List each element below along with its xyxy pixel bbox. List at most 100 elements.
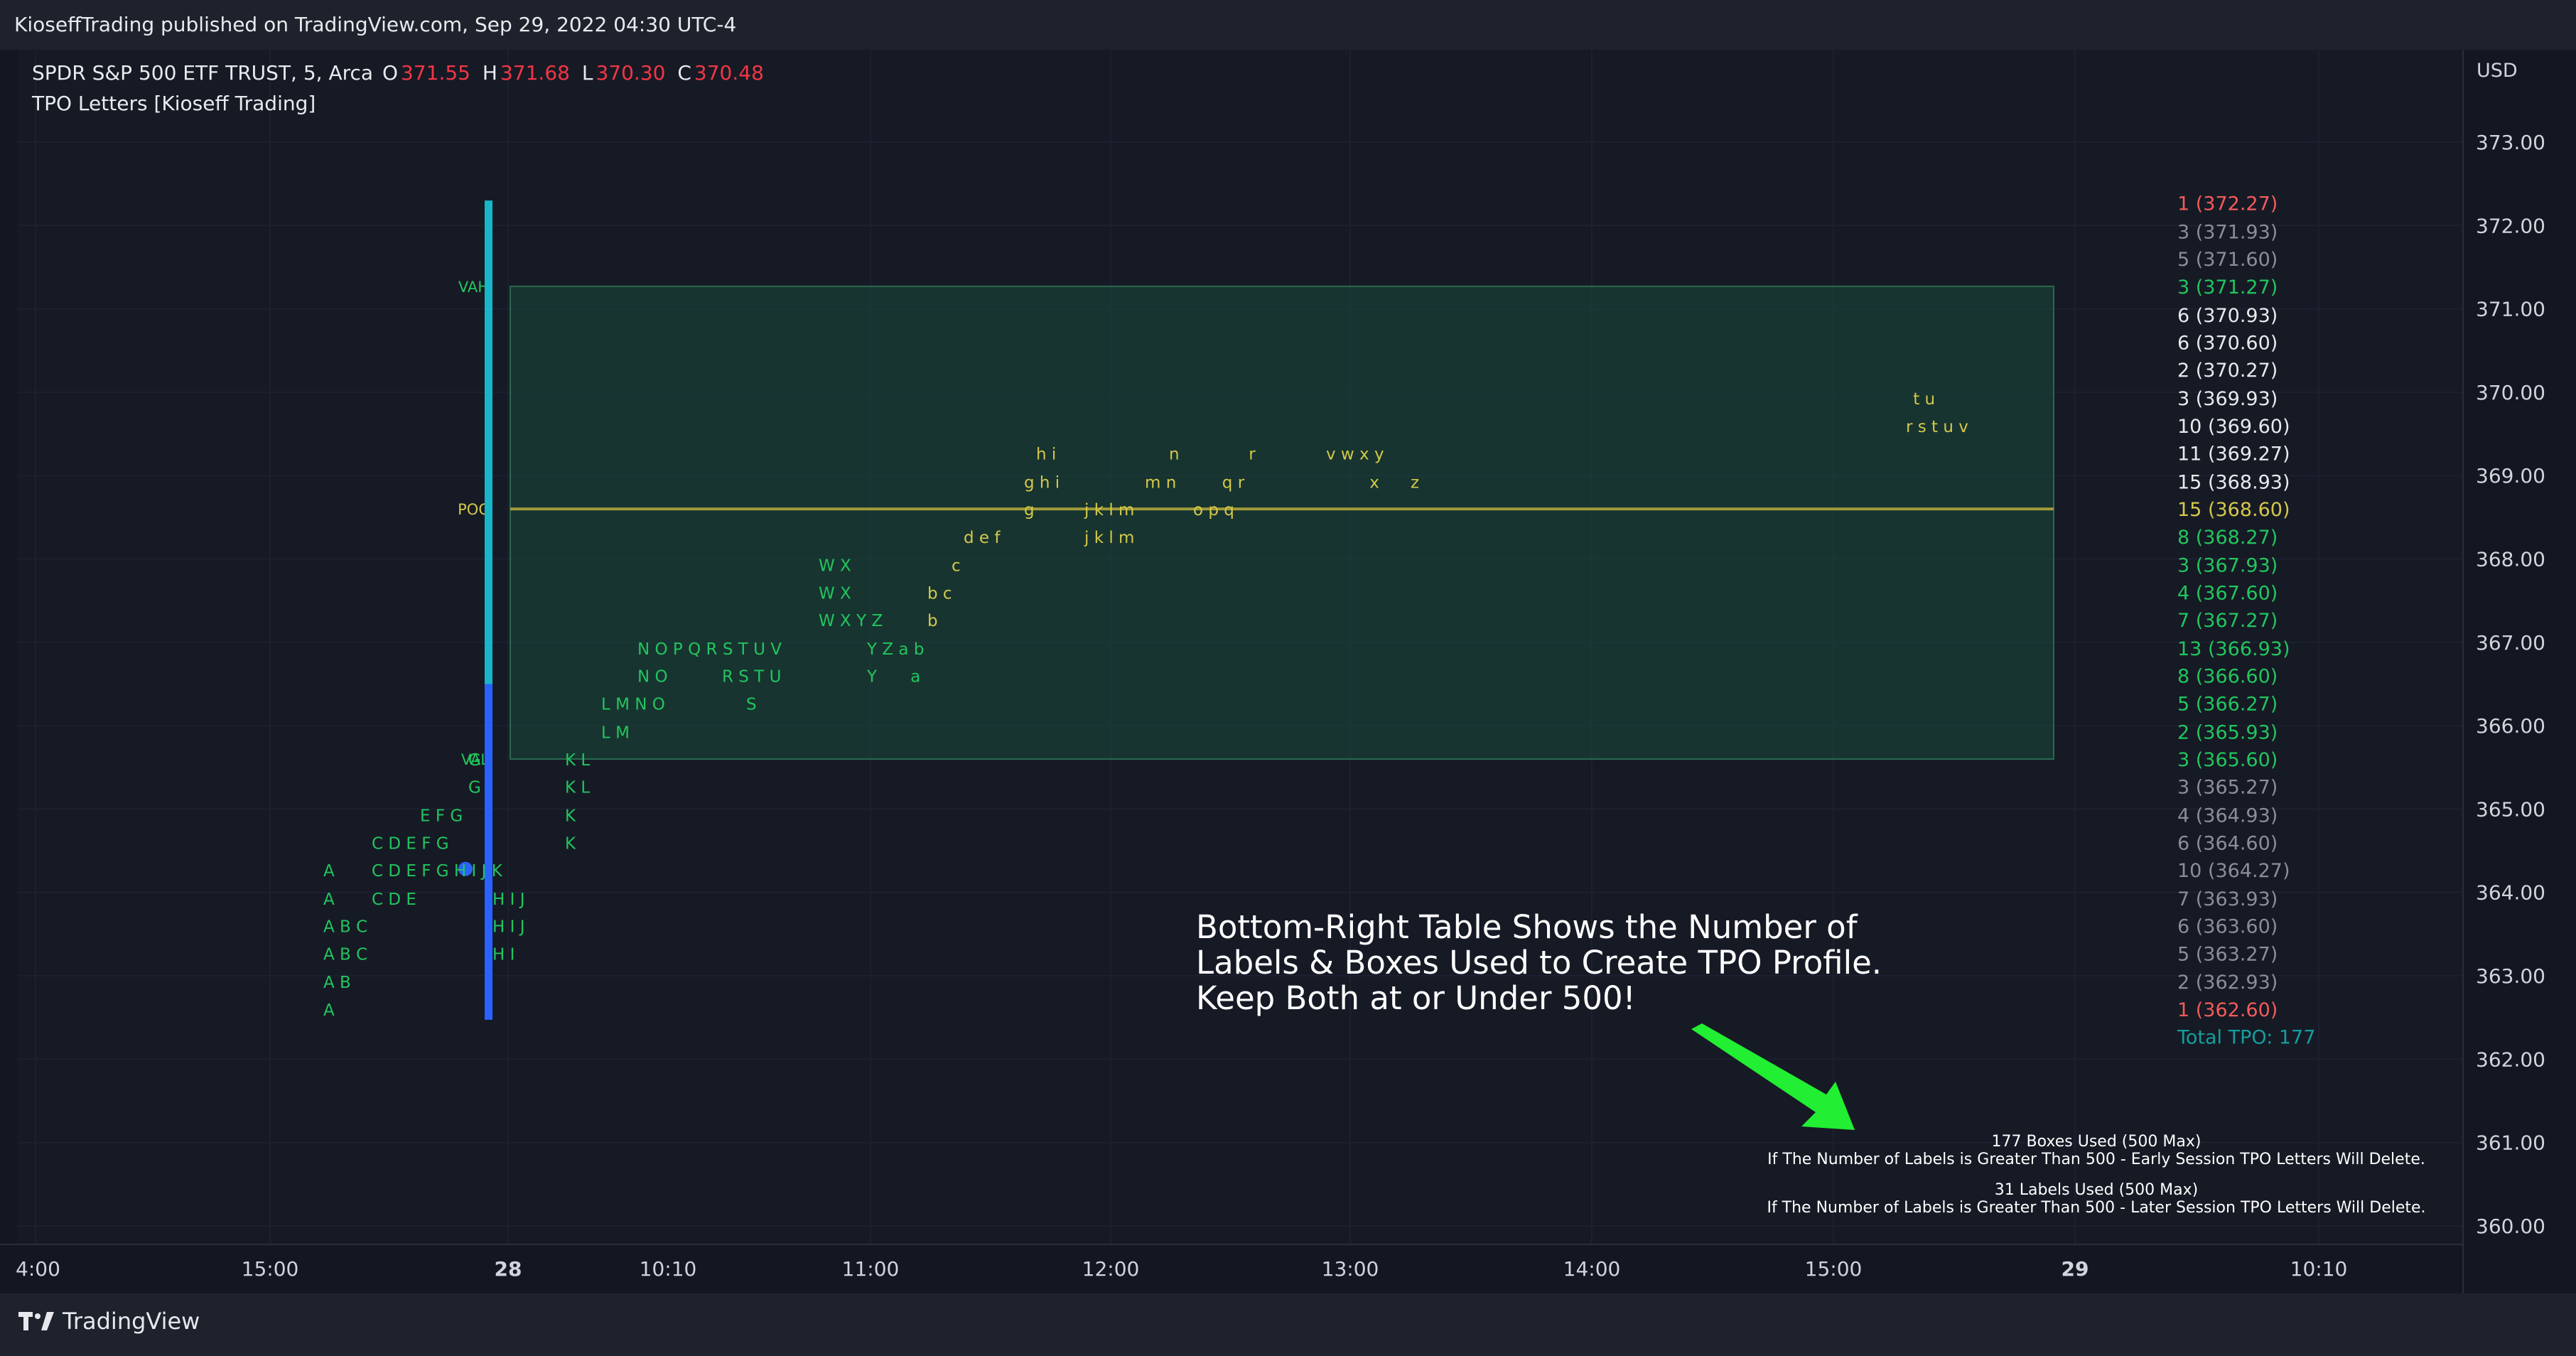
time-tick-label: 10:10 (2290, 1257, 2348, 1281)
tpo-letters: K (565, 807, 576, 826)
annotation-callout: Bottom-Right Table Shows the Number of L… (1196, 910, 1978, 1016)
tpo-letters: Y Z a b (866, 640, 924, 659)
profile-marker-dot (458, 861, 473, 876)
tpo-count-label: 3 (367.93) (2177, 555, 2278, 577)
time-tick-label: 29 (2062, 1257, 2089, 1281)
price-tick-label: 365.00 (2476, 797, 2545, 821)
time-tick-label: 28 (495, 1257, 522, 1281)
tradingview-brand[interactable]: TradingView (18, 1308, 200, 1335)
currency-label[interactable]: USD (2477, 60, 2518, 82)
tpo-count-label: 4 (364.93) (2177, 805, 2278, 827)
callout-line-2: Labels & Boxes Used to Create TPO Profil… (1196, 944, 1882, 981)
tpo-count-label: 10 (364.27) (2177, 860, 2290, 882)
tpo-letters: A B C (323, 945, 367, 964)
tpo-count-label: 10 (369.60) (2177, 416, 2290, 438)
boxes-used-text: 177 Boxes Used (500 Max) (1991, 1133, 2202, 1151)
tpo-letters: b c (927, 584, 952, 603)
close-label: C (677, 61, 691, 85)
callout-line-1: Bottom-Right Table Shows the Number of (1196, 908, 1858, 946)
tpo-letters: A (323, 862, 335, 881)
tpo-letters: H I J (492, 918, 524, 937)
tpo-letters: G (468, 751, 481, 770)
tpo-letters: W X (819, 584, 851, 603)
val-label: VAL (461, 751, 489, 768)
tpo-letters: C D E F G (372, 834, 449, 853)
tpo-count-label: 5 (366.27) (2177, 693, 2278, 715)
footer-bar (0, 1293, 2576, 1356)
tpo-count-label: 3 (365.27) (2177, 777, 2278, 799)
tpo-count-label: 6 (364.60) (2177, 832, 2278, 854)
price-axis[interactable] (2462, 50, 2576, 1293)
tpo-count-label: 8 (368.27) (2177, 527, 2278, 549)
tradingview-logo-icon (18, 1312, 54, 1330)
tpo-count-label: 13 (366.93) (2177, 638, 2290, 660)
open-value: 371.55 (401, 61, 470, 85)
tpo-count-label: 15 (368.60) (2177, 499, 2290, 521)
tpo-letters: N O (637, 668, 668, 687)
tpo-letters: W X Y Z (819, 612, 883, 630)
tpo-count-label: 2 (362.93) (2177, 972, 2278, 994)
tpo-letters: K L (565, 779, 590, 797)
tpo-letters: j k l m (1084, 501, 1134, 520)
close-value: 370.48 (694, 61, 764, 85)
time-tick-label: 13:00 (1322, 1257, 1379, 1281)
tpo-count-label: 3 (369.93) (2177, 388, 2278, 410)
tpo-total-label: Total TPO: 177 (2177, 1027, 2315, 1049)
tpo-count-label: 15 (368.93) (2177, 471, 2290, 493)
price-tick-label: 370.00 (2476, 381, 2545, 404)
high-label: H (482, 61, 497, 85)
labels-used-text: 31 Labels Used (500 Max) (1994, 1181, 2199, 1199)
tpo-letters: r s t u v (1906, 418, 1968, 436)
tpo-count-label: 5 (363.27) (2177, 943, 2278, 965)
profile-bar-lower (485, 684, 492, 1020)
tpo-count-label: 7 (363.93) (2177, 888, 2278, 910)
tpo-count-label: 8 (366.60) (2177, 666, 2278, 688)
tpo-letters: a (910, 668, 920, 687)
tpo-letters: G (468, 779, 481, 797)
tpo-count-label: 6 (370.93) (2177, 305, 2278, 327)
tpo-count-label: 3 (371.93) (2177, 222, 2278, 244)
symbol-title[interactable]: SPDR S&P 500 ETF TRUST, 5, Arca (32, 61, 374, 85)
tpo-letters: W X (819, 557, 851, 576)
tpo-count-label: 5 (371.60) (2177, 249, 2278, 271)
price-tick-label: 367.00 (2476, 631, 2545, 655)
time-tick-label: 14:00 (1563, 1257, 1621, 1281)
price-tick-label: 369.00 (2476, 464, 2545, 488)
tpo-letters: o p q (1193, 501, 1234, 520)
tpo-letters: K (565, 834, 576, 853)
boxes-note-text: If The Number of Labels is Greater Than … (1767, 1151, 2425, 1168)
tpo-letters: K L (565, 751, 590, 770)
time-axis[interactable] (0, 1244, 2462, 1295)
tpo-count-label: 1 (362.60) (2177, 999, 2278, 1021)
chart-legend: SPDR S&P 500 ETF TRUST, 5, Arca O 371.55 … (32, 61, 770, 115)
tpo-letters: d e f (964, 529, 1001, 547)
labels-note-text: If The Number of Labels is Greater Than … (1767, 1199, 2426, 1217)
tpo-count-label: 11 (369.27) (2177, 443, 2290, 466)
value-area-box (510, 285, 2054, 760)
price-tick-label: 372.00 (2476, 214, 2545, 237)
time-tick-label: 12:00 (1082, 1257, 1140, 1281)
tpo-count-label: 7 (367.27) (2177, 610, 2278, 632)
tpo-letters: j k l m (1084, 529, 1134, 547)
tpo-letters: C D E (372, 890, 416, 909)
tpo-count-label: 2 (370.27) (2177, 360, 2278, 382)
tpo-letters: A (323, 890, 335, 909)
price-tick-label: 363.00 (2476, 964, 2545, 988)
price-tick-label: 366.00 (2476, 714, 2545, 738)
low-label: L (581, 61, 593, 85)
annotation-arrow-icon (1691, 1023, 1855, 1130)
time-tick-label: 15:00 (1805, 1257, 1863, 1281)
tpo-letters: L M N O (601, 695, 665, 714)
tpo-letters: A B C (323, 918, 367, 937)
low-value: 370.30 (596, 61, 666, 85)
tpo-letters: H I J (492, 890, 524, 909)
tpo-letters: z (1411, 473, 1419, 492)
tpo-letters: h i (1036, 446, 1056, 464)
callout-line-3: Keep Both at or Under 500! (1196, 979, 1636, 1017)
tpo-letters: t u (1913, 390, 1935, 409)
poc-label: POC (458, 501, 489, 518)
tpo-letters: Y (866, 668, 878, 687)
price-tick-label: 368.00 (2476, 548, 2545, 571)
indicator-title[interactable]: TPO Letters [Kioseff Trading] (32, 92, 316, 115)
